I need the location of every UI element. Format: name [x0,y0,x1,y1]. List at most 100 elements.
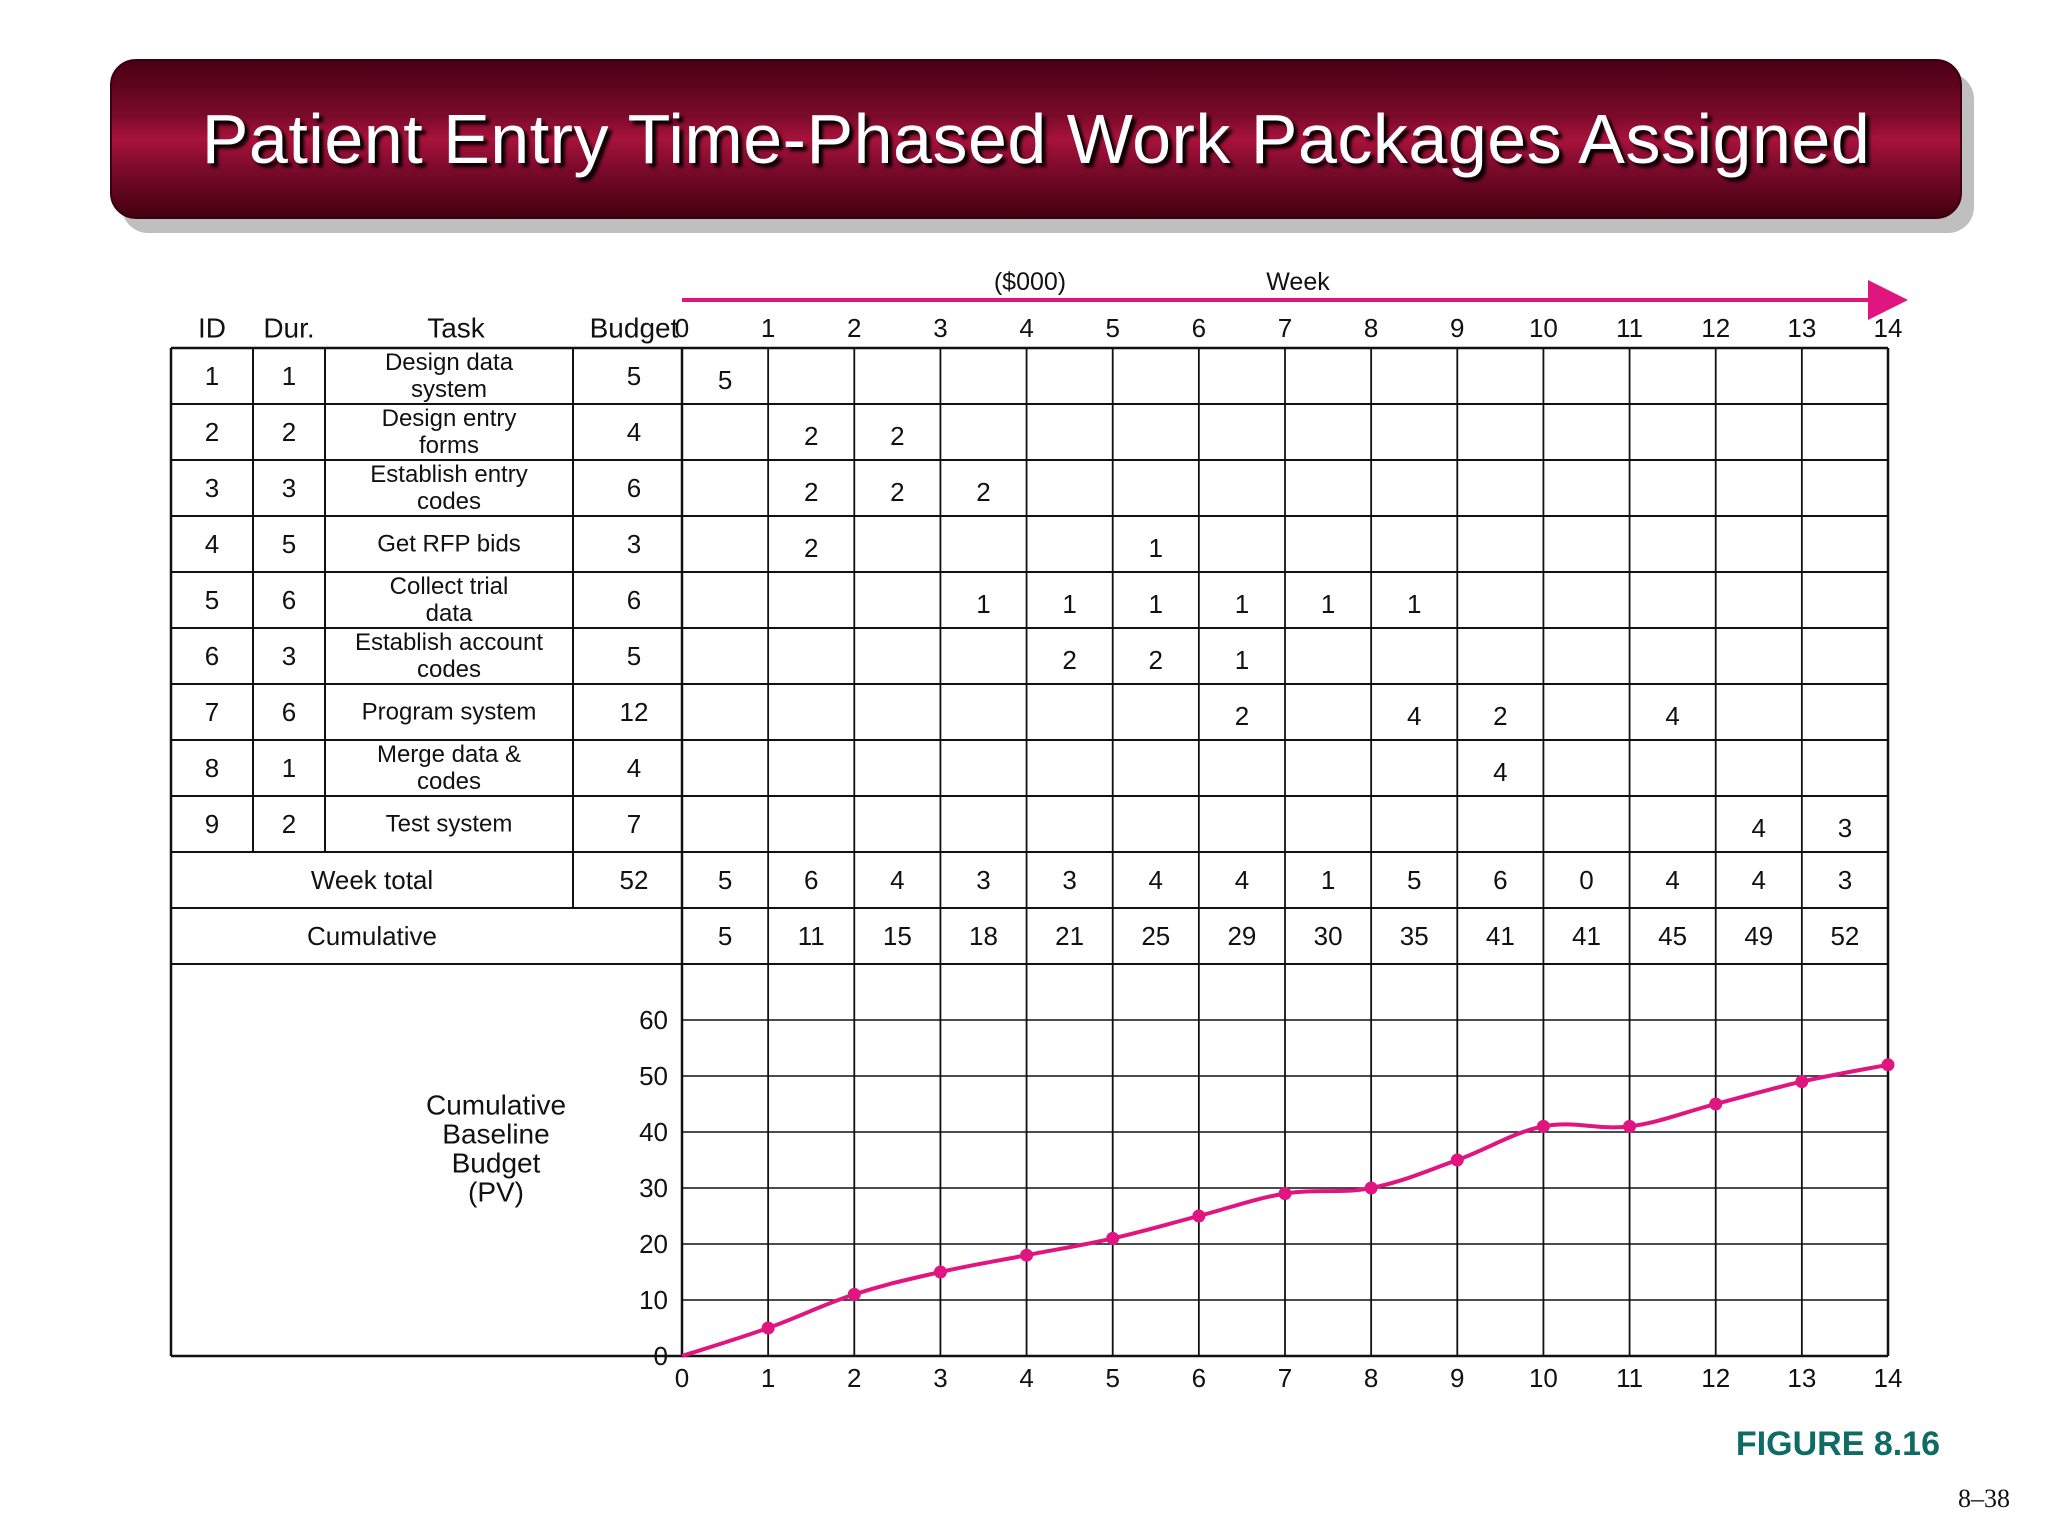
task-duration: 6 [282,697,296,727]
week-total-label: Week total [311,865,433,895]
column-header-task: Task [427,313,486,344]
pv-data-point [1106,1231,1120,1245]
task-budget: 7 [627,809,641,839]
x-tick-label: 9 [1450,1363,1464,1393]
task-name: Get RFP bids [377,531,521,558]
title-banner: Patient Entry Time-Phased Work Packages … [110,59,1962,219]
pv-data-point [1364,1181,1378,1195]
task-name: Collect trial [390,573,509,600]
cumulative-value: 49 [1744,921,1773,951]
week-number-header: 0 [675,313,689,343]
task-budget: 3 [627,529,641,559]
task-week-value: 2 [804,421,818,451]
pv-data-point [1709,1097,1723,1111]
week-number-header: 2 [847,313,861,343]
y-tick-label: 0 [654,1341,668,1371]
x-tick-label: 14 [1874,1363,1903,1393]
task-week-value: 1 [976,589,990,619]
column-header-budget: Budget [590,313,679,344]
task-week-value: 2 [1235,701,1249,731]
task-week-value: 5 [718,365,732,395]
task-budget: 5 [627,361,641,391]
task-week-value: 2 [1149,645,1163,675]
task-duration: 3 [282,641,296,671]
x-tick-label: 7 [1278,1363,1292,1393]
units-label: ($000) [994,268,1066,296]
task-week-value: 4 [1407,701,1421,731]
task-id: 2 [205,417,219,447]
task-duration: 3 [282,473,296,503]
task-name: data [426,600,473,627]
week-label: Week [1266,268,1330,296]
task-budget: 12 [620,697,649,727]
cumulative-value: 21 [1055,921,1084,951]
week-number-header: 14 [1874,313,1903,343]
pv-data-point [1192,1209,1206,1223]
figure-label: FIGURE 8.16 [1735,1425,1940,1463]
task-week-value: 1 [1149,589,1163,619]
chart-y-axis-label: (PV) [468,1177,524,1208]
column-header-dur: Dur. [263,313,314,344]
task-duration: 6 [282,585,296,615]
task-duration: 2 [282,809,296,839]
x-tick-label: 3 [933,1363,947,1393]
week-number-header: 9 [1450,313,1464,343]
cumulative-value: 5 [718,921,732,951]
pv-data-point [1020,1248,1034,1262]
task-name: Design entry [382,405,517,432]
week-total-value: 3 [1062,865,1076,895]
task-week-value: 1 [1235,589,1249,619]
pv-data-point [933,1265,947,1279]
task-budget: 5 [627,641,641,671]
week-total-value: 4 [1752,865,1766,895]
task-budget: 6 [627,473,641,503]
week-number-header: 13 [1787,313,1816,343]
cumulative-value: 29 [1227,921,1256,951]
task-name: Merge data & [377,741,521,768]
y-tick-label: 50 [639,1061,668,1091]
task-id: 3 [205,473,219,503]
task-week-value: 3 [1838,813,1852,843]
y-tick-label: 20 [639,1229,668,1259]
task-duration: 1 [282,753,296,783]
pv-data-point [1278,1187,1292,1201]
y-tick-label: 30 [639,1173,668,1203]
task-name: Establish entry [370,461,527,488]
task-duration: 2 [282,417,296,447]
task-week-value: 1 [1149,533,1163,563]
x-tick-label: 6 [1192,1363,1206,1393]
cumulative-value: 15 [883,921,912,951]
x-tick-label: 13 [1787,1363,1816,1393]
week-total-value: 4 [1149,865,1163,895]
task-week-value: 2 [804,477,818,507]
task-week-value: 4 [1493,757,1507,787]
task-id: 9 [205,809,219,839]
cumulative-value: 41 [1486,921,1515,951]
cumulative-value: 41 [1572,921,1601,951]
y-tick-label: 40 [639,1117,668,1147]
x-tick-label: 4 [1019,1363,1033,1393]
task-id: 5 [205,585,219,615]
week-total-value: 4 [1665,865,1679,895]
task-name: system [411,376,487,403]
task-name: codes [417,488,481,515]
cumulative-value: 11 [798,921,825,951]
week-number-header: 1 [761,313,775,343]
task-week-value: 4 [1752,813,1766,843]
task-id: 1 [205,361,219,391]
task-week-value: 1 [1407,589,1421,619]
week-number-header: 11 [1616,313,1643,343]
cumulative-value: 25 [1141,921,1170,951]
week-number-header: 8 [1364,313,1378,343]
week-number-header: 12 [1701,313,1730,343]
task-week-value: 2 [804,533,818,563]
x-tick-label: 5 [1105,1363,1119,1393]
week-number-header: 6 [1192,313,1206,343]
cumulative-value: 30 [1314,921,1343,951]
task-week-value: 2 [890,477,904,507]
week-total-value: 6 [1493,865,1507,895]
week-number-header: 5 [1105,313,1119,343]
task-week-value: 4 [1665,701,1679,731]
week-number-header: 7 [1278,313,1292,343]
